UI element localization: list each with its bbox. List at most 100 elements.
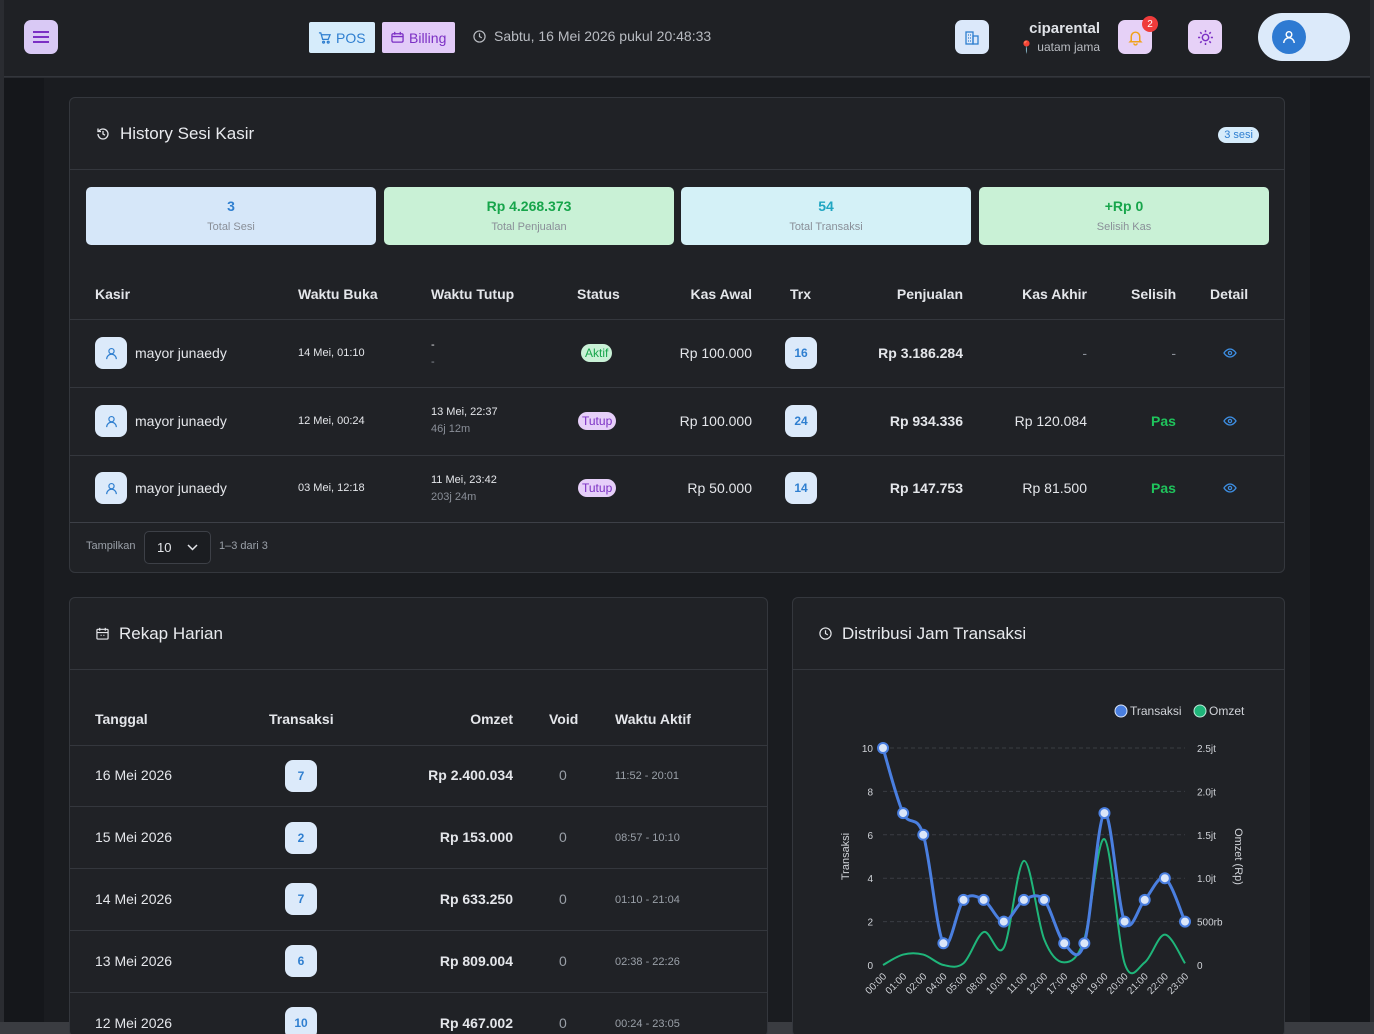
penjualan: Rp 934.336 bbox=[889, 413, 963, 429]
clock-icon bbox=[819, 627, 832, 640]
transaksi-point bbox=[877, 742, 889, 754]
waktu-aktif: 01:10 - 21:04 bbox=[615, 894, 680, 906]
history-card: History Sesi Kasir 3 sesi 3 Total Sesi R… bbox=[69, 97, 1285, 573]
page-range: 1–3 dari 3 bbox=[219, 540, 268, 552]
x-tick-label: 04:00 bbox=[924, 971, 950, 997]
history-header: History Sesi Kasir bbox=[70, 98, 1284, 170]
distribusi-chart: 0 2 4 6 8 10 0 500rb 1.0jt 1.5jt 2.0jt 2.5jt Transak… bbox=[840, 704, 1245, 997]
menu-button[interactable] bbox=[24, 20, 58, 54]
divider bbox=[70, 806, 767, 807]
history-icon bbox=[97, 127, 109, 140]
transaksi-point bbox=[917, 828, 930, 841]
eye-icon[interactable] bbox=[1223, 416, 1237, 426]
divider bbox=[70, 930, 767, 931]
void: 0 bbox=[559, 767, 567, 783]
kas-awal: Rp 100.000 bbox=[679, 413, 752, 429]
y2-tick-label: 1.5jt bbox=[1197, 831, 1216, 842]
waktu-buka: 12 Mei, 00:24 bbox=[298, 415, 365, 427]
void: 0 bbox=[559, 953, 567, 969]
user-icon bbox=[105, 415, 117, 427]
omzet: Rp 153.000 bbox=[439, 829, 513, 845]
transaksi-series-line bbox=[881, 747, 1187, 957]
eye-icon[interactable] bbox=[1223, 348, 1237, 358]
pos-button[interactable]: POS bbox=[309, 22, 375, 53]
theme-toggle[interactable] bbox=[1188, 20, 1222, 54]
transaksi-point bbox=[897, 807, 910, 820]
status-badge: Aktif bbox=[581, 344, 613, 362]
calendar-icon bbox=[96, 627, 109, 640]
transaksi-point bbox=[937, 937, 950, 950]
col-status: Status bbox=[577, 286, 620, 302]
durasi: 203j 24m bbox=[431, 491, 477, 503]
kasir-avatar bbox=[95, 337, 127, 369]
cart-icon bbox=[318, 32, 331, 44]
omzet: Rp 809.004 bbox=[439, 953, 513, 969]
divider bbox=[70, 387, 1284, 388]
void: 0 bbox=[559, 891, 567, 907]
x-tick-label: 00:00 bbox=[864, 971, 890, 997]
y-axis-label: Transaksi bbox=[840, 833, 852, 880]
rekap-title: Rekap Harian bbox=[119, 623, 223, 643]
user-info[interactable]: ciparental 📍 uatam jama bbox=[1014, 20, 1100, 54]
selisih: - bbox=[1171, 345, 1176, 361]
kasir-name: mayor junaedy bbox=[135, 480, 227, 496]
omzet: Rp 467.002 bbox=[439, 1015, 513, 1031]
trx-badge: 24 bbox=[785, 405, 817, 437]
rekap-header: Rekap Harian bbox=[70, 598, 767, 670]
sesi-count-badge: 3 sesi bbox=[1218, 127, 1259, 143]
stat-label: Total Penjualan bbox=[491, 221, 567, 233]
waktu-aktif: 08:57 - 10:10 bbox=[615, 832, 680, 844]
stat-label: Total Sesi bbox=[207, 221, 255, 233]
user-icon bbox=[105, 347, 117, 359]
penjualan: Rp 3.186.284 bbox=[878, 345, 963, 361]
void: 0 bbox=[559, 1015, 567, 1031]
col-waktu-tutup: Waktu Tutup bbox=[431, 286, 515, 302]
waktu-tutup: 13 Mei, 22:37 bbox=[431, 406, 498, 418]
col-void: Void bbox=[549, 711, 579, 727]
eye-icon[interactable] bbox=[1223, 483, 1237, 493]
y2-tick-label: 1.0jt bbox=[1197, 874, 1216, 885]
clock-icon bbox=[473, 29, 486, 43]
y2-tick-label: 500rb bbox=[1197, 918, 1223, 929]
x-tick-label: 23:00 bbox=[1166, 971, 1192, 997]
durasi: 46j 12m bbox=[431, 423, 471, 435]
waktu-tutup: 11 Mei, 23:42 bbox=[431, 474, 497, 486]
status-badge: Tutup bbox=[578, 412, 617, 430]
stat-label: Selisih Kas bbox=[1096, 221, 1152, 233]
divider bbox=[70, 745, 767, 746]
profile-menu[interactable] bbox=[1258, 13, 1350, 61]
transaksi-point bbox=[1179, 915, 1191, 928]
stat-value: Rp 4.268.373 bbox=[486, 198, 572, 214]
branch-button[interactable] bbox=[955, 20, 989, 54]
x-tick-label: 17:00 bbox=[1045, 971, 1071, 997]
kasir-name: mayor junaedy bbox=[135, 413, 227, 429]
kas-akhir: Rp 81.500 bbox=[1022, 480, 1087, 496]
user-name: ciparental bbox=[1029, 20, 1100, 37]
transaksi-point bbox=[1017, 893, 1030, 906]
waktu-aktif: 00:24 - 23:05 bbox=[615, 1018, 680, 1030]
transaksi-point bbox=[997, 915, 1010, 928]
y2-tick-label: 2.5jt bbox=[1197, 744, 1216, 755]
y-tick-label: 4 bbox=[867, 874, 873, 885]
tanggal: 15 Mei 2026 bbox=[95, 829, 173, 845]
x-tick-label: 18:00 bbox=[1065, 971, 1091, 997]
notification-button[interactable]: 2 bbox=[1118, 16, 1158, 54]
pos-label: POS bbox=[336, 29, 366, 46]
stat-selisih-kas: +Rp 0 Selisih Kas bbox=[979, 187, 1269, 245]
kas-awal: Rp 50.000 bbox=[687, 480, 752, 496]
penjualan: Rp 147.753 bbox=[889, 480, 963, 496]
y2-axis-label: Omzet (Rp) bbox=[1232, 828, 1244, 885]
stat-label: Total Transaksi bbox=[789, 221, 863, 233]
x-tick-label: 11:00 bbox=[1005, 971, 1030, 996]
trx-badge: 16 bbox=[785, 337, 817, 369]
tanggal: 16 Mei 2026 bbox=[95, 767, 173, 783]
page-size-select[interactable]: 10 bbox=[144, 531, 211, 564]
history-title: History Sesi Kasir bbox=[120, 123, 255, 143]
transaksi-point bbox=[1078, 937, 1091, 950]
x-tick-label: 01:00 bbox=[884, 971, 910, 997]
tanggal: 12 Mei 2026 bbox=[95, 1015, 173, 1031]
billing-button[interactable]: Billing bbox=[382, 22, 456, 53]
stat-value: 54 bbox=[818, 198, 834, 214]
stat-total-penjualan: Rp 4.268.373 Total Penjualan bbox=[384, 187, 674, 245]
transaksi-point bbox=[1058, 937, 1071, 950]
